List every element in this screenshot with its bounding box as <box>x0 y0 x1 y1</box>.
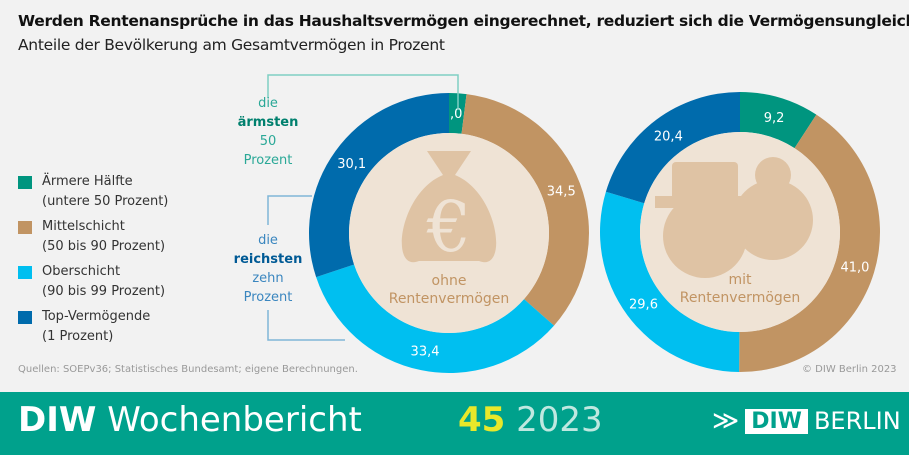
copyright: © DIW Berlin 2023 <box>802 364 897 375</box>
year: 2023 <box>516 400 603 440</box>
bracket-rich <box>267 195 345 341</box>
publication-title: DIW Wochenbericht <box>18 400 362 440</box>
data-label: 33,4 <box>411 345 440 360</box>
data-label: 34,5 <box>547 185 576 200</box>
center-label: mit <box>728 272 752 288</box>
legend-swatch <box>18 266 32 279</box>
legend-swatch <box>18 176 32 189</box>
legend: Ärmere Hälfte (untere 50 Prozent) Mittels… <box>18 172 168 352</box>
donut-segment <box>605 92 740 204</box>
donut-segment <box>449 93 467 134</box>
center-label: ohne <box>432 273 467 289</box>
legend-swatch <box>18 221 32 234</box>
legend-item: Ärmere Hälfte (untere 50 Prozent) <box>18 172 168 212</box>
footer-band: DIW Wochenbericht 45 2023 ≫ DIW BERLIN <box>0 392 909 455</box>
annotation-rich: zehn <box>252 271 283 286</box>
legend-item: Mittelschicht (50 bis 90 Prozent) <box>18 217 168 257</box>
annotation-poor: ärmsten <box>238 115 299 130</box>
legend-sublabel: (untere 50 Prozent) <box>42 194 169 209</box>
annotation-rich: reichsten <box>234 252 303 267</box>
donut-segment <box>599 191 740 372</box>
donut-segment <box>740 92 817 149</box>
svg-text:€: € <box>426 186 472 268</box>
annotation-rich: Prozent <box>244 290 293 305</box>
money-bag-euro-icon: € <box>401 151 497 268</box>
legend-sublabel: (50 bis 90 Prozent) <box>42 239 166 254</box>
data-label: 9,2 <box>764 111 785 126</box>
source-note: Quellen: SOEPv36; Statistisches Bundesam… <box>18 364 358 375</box>
bracket-poor <box>267 74 459 110</box>
legend-item: Top-Vermögende (1 Prozent) <box>18 307 168 347</box>
publication: Wochenbericht <box>107 400 362 440</box>
center-label: Rentenvermögen <box>680 290 801 306</box>
data-label: 41,0 <box>840 260 869 275</box>
brand: DIW <box>18 400 97 440</box>
issue: 45 <box>458 400 506 440</box>
donut-segment <box>308 93 449 278</box>
chart-subtitle: Anteile der Bevölkerung am Gesamtvermöge… <box>18 36 445 54</box>
center-label: Rentenvermögen <box>389 291 510 307</box>
data-label: 30,1 <box>337 157 366 172</box>
chart-title: Werden Rentenansprüche in das Haushaltsv… <box>18 12 909 30</box>
elderly-couple-icon <box>655 157 813 278</box>
legend-label: Oberschicht <box>42 264 121 279</box>
legend-label: Mittelschicht <box>42 219 125 234</box>
logo-text-b: BERLIN <box>813 407 901 435</box>
annotation-poor: 50 <box>260 134 277 149</box>
data-label: 29,6 <box>629 297 658 312</box>
logo-text-a: DIW <box>745 408 808 434</box>
legend-sublabel: (90 bis 99 Prozent) <box>42 284 166 299</box>
logo-mark-icon: ≫ <box>712 406 740 436</box>
diw-berlin-logo: ≫ DIW BERLIN <box>712 406 901 436</box>
issue-number: 45 2023 <box>458 400 603 440</box>
legend-label: Ärmere Hälfte <box>42 174 133 189</box>
legend-swatch <box>18 311 32 324</box>
annotation-poor: Prozent <box>244 153 293 168</box>
legend-label: Top-Vermögende <box>42 309 151 324</box>
donut-segment <box>461 94 590 326</box>
donut-charts: 2,034,533,430,1€ohneRentenvermögen9,241,… <box>234 74 881 373</box>
legend-sublabel: (1 Prozent) <box>42 329 114 344</box>
data-label: 20,4 <box>654 130 683 145</box>
legend-item: Oberschicht (90 bis 99 Prozent) <box>18 262 168 302</box>
donut-segment <box>739 114 881 372</box>
donut-segment <box>316 264 555 373</box>
annotation-rich: die <box>258 233 278 248</box>
annotation-poor: die <box>258 96 278 111</box>
